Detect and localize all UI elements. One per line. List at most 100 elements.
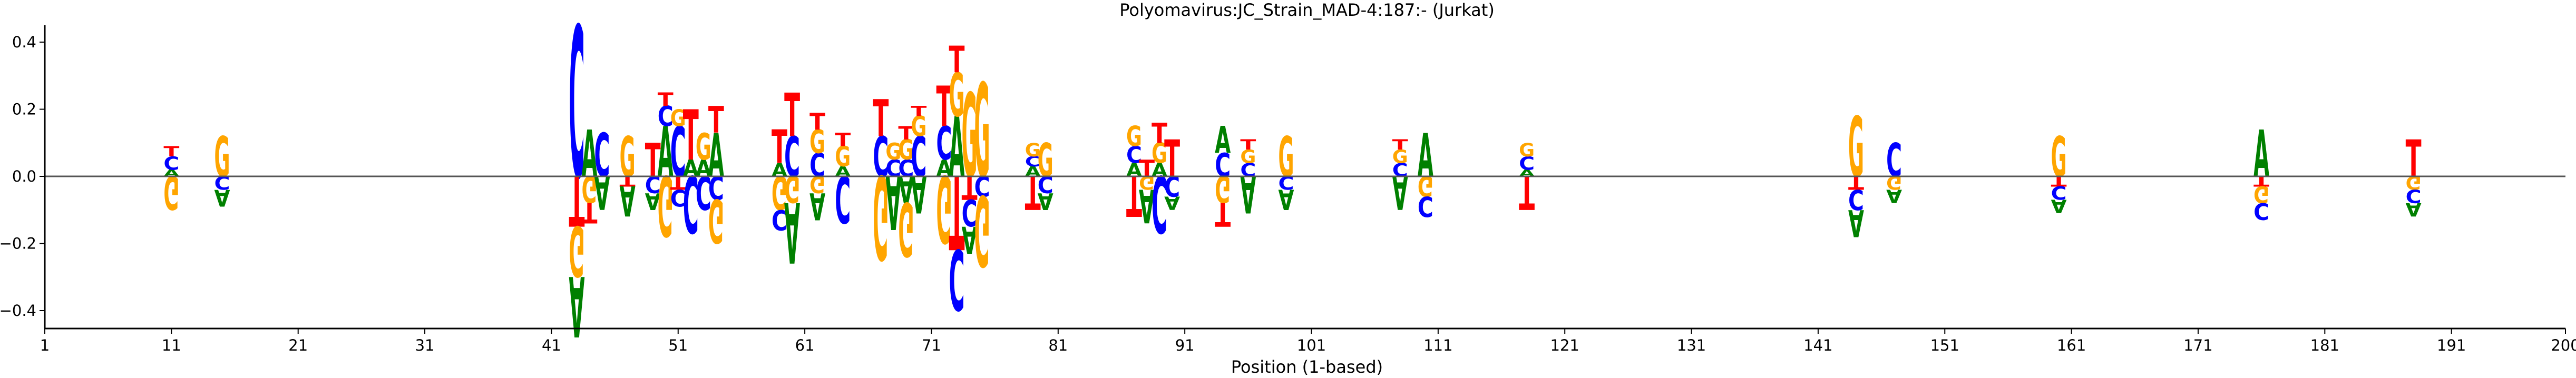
logo-letter-t: T xyxy=(1126,163,1142,228)
logo-letter-c: C xyxy=(696,165,711,218)
x-tick-label: 111 xyxy=(1423,336,1452,354)
logo-letter-a: A xyxy=(1164,192,1180,214)
logo-letter-g: G xyxy=(1038,134,1053,187)
logo-letter-t: T xyxy=(1240,136,1256,153)
logo-letter-g: G xyxy=(898,185,914,271)
logo-letter-c: C xyxy=(1278,172,1294,193)
logo-letter-t: T xyxy=(582,196,598,228)
logo-letter-g: G xyxy=(214,125,230,190)
logo-letter-t: T xyxy=(2406,130,2422,188)
logo-letter-c: C xyxy=(949,230,965,326)
logo-letter-c: C xyxy=(645,171,661,198)
logo-letter-g: G xyxy=(1886,172,1902,193)
logo-letter-c: C xyxy=(708,168,724,206)
logo-letter-c: C xyxy=(873,125,889,190)
logo-letter-c: C xyxy=(1126,142,1142,168)
logo-letter-c: C xyxy=(1848,183,1864,215)
logo-letter-t: T xyxy=(645,134,661,187)
logo-letter-g: G xyxy=(1025,140,1041,161)
x-tick-label: 31 xyxy=(415,336,435,354)
logo-letter-a: A xyxy=(594,165,610,219)
x-tick-label: 81 xyxy=(1048,336,1068,354)
logo-letter-a: A xyxy=(784,183,800,280)
logo-letter-g: G xyxy=(658,157,674,253)
logo-letter-a: A xyxy=(2406,198,2422,220)
x-tick-label: 161 xyxy=(2057,336,2086,354)
logo-letter-a: A xyxy=(645,187,661,214)
logo-letter-a: A xyxy=(1152,160,1167,181)
logo-letter-t: T xyxy=(936,75,952,140)
logo-letter-c: C xyxy=(670,112,686,193)
logo-letter-c: C xyxy=(1519,153,1535,174)
logo-letter-t: T xyxy=(658,89,674,110)
logo-letter-g: G xyxy=(1392,146,1408,167)
logo-letter-a: A xyxy=(962,217,978,260)
x-tick-label: 61 xyxy=(795,336,815,354)
logo-letter-c: C xyxy=(2051,182,2067,203)
logo-letter-c: C xyxy=(1240,160,1256,181)
y-tick-label: −0.2 xyxy=(0,235,36,253)
logo-letter-t: T xyxy=(784,81,800,151)
x-tick-label: 71 xyxy=(922,336,941,354)
logo-letter-g: G xyxy=(772,165,787,219)
logo-letter-a: A xyxy=(214,184,230,211)
logo-letter-g: G xyxy=(1519,140,1535,161)
logo-letter-t: T xyxy=(683,96,699,176)
logo-letter-g: G xyxy=(670,105,686,132)
logo-letter-t: T xyxy=(1848,172,1864,193)
logo-letter-c: C xyxy=(569,0,584,225)
logo-letter-c: C xyxy=(163,153,179,174)
logo-letter-t: T xyxy=(670,172,686,193)
logo-letter-c: C xyxy=(1392,160,1408,181)
logo-letter-t: T xyxy=(772,121,787,174)
logo-letter-a: A xyxy=(2253,117,2269,192)
logo-letter-g: G xyxy=(2406,172,2422,193)
logo-letter-a: A xyxy=(1848,201,1864,243)
logo-letter-c: C xyxy=(658,101,674,133)
x-tick-label: 191 xyxy=(2437,336,2466,354)
y-tick-label: 0.4 xyxy=(12,33,36,51)
logo-letter-c: C xyxy=(594,122,610,191)
y-tick-label: 0.2 xyxy=(12,101,36,118)
logo-letter-a: A xyxy=(569,257,584,353)
logo-letter-g: G xyxy=(569,210,584,291)
logo-letter-c: C xyxy=(885,155,901,182)
logo-letter-c: C xyxy=(784,125,800,190)
x-tick-label: 101 xyxy=(1297,336,1326,354)
logo-letter-g: G xyxy=(1418,170,1433,202)
logo-letter-a: A xyxy=(1139,179,1155,233)
logo-letter-t: T xyxy=(898,123,914,144)
logo-letter-t: T xyxy=(1139,155,1155,182)
logo-letter-g: G xyxy=(873,149,889,283)
logo-letter-g: G xyxy=(1139,172,1155,193)
x-tick-label: 181 xyxy=(2310,336,2339,354)
logo-letter-t: T xyxy=(163,143,179,160)
chart-title: Polyomavirus:JC_Strain_MAD-4:187:- (Jurk… xyxy=(1119,0,1495,20)
logo-letter-c: C xyxy=(1886,135,1902,188)
logo-letter-g: G xyxy=(898,134,914,166)
logo-letter-t: T xyxy=(708,98,724,141)
logo-letter-c: C xyxy=(1038,171,1053,198)
x-axis-label: Position (1-based) xyxy=(1231,357,1383,377)
logo-letter-t: T xyxy=(1392,136,1408,153)
logo-letter-c: C xyxy=(898,155,914,182)
x-tick-label: 21 xyxy=(288,336,308,354)
logo-letter-g: G xyxy=(620,125,636,190)
logo-letter-g: G xyxy=(708,186,724,255)
logo-letter-g: G xyxy=(885,138,901,165)
logo-letter-c: C xyxy=(2253,198,2269,225)
logo-letter-a: A xyxy=(2051,195,2067,217)
logo-letter-c: C xyxy=(974,170,990,202)
logo-letter-t: T xyxy=(962,168,978,206)
x-tick-label: 1 xyxy=(40,336,50,354)
logo-letter-c: C xyxy=(962,191,978,234)
logo-letter-g: G xyxy=(582,167,598,210)
logo-letter-g: G xyxy=(835,141,851,173)
logo-letter-g: G xyxy=(1848,100,1864,196)
logo-letter-a: A xyxy=(911,164,926,222)
logo-letter-g: G xyxy=(1278,125,1294,190)
x-tick-label: 151 xyxy=(1930,336,1959,354)
logo-letter-a: A xyxy=(1215,120,1231,162)
logo-letter-t: T xyxy=(1025,165,1041,218)
